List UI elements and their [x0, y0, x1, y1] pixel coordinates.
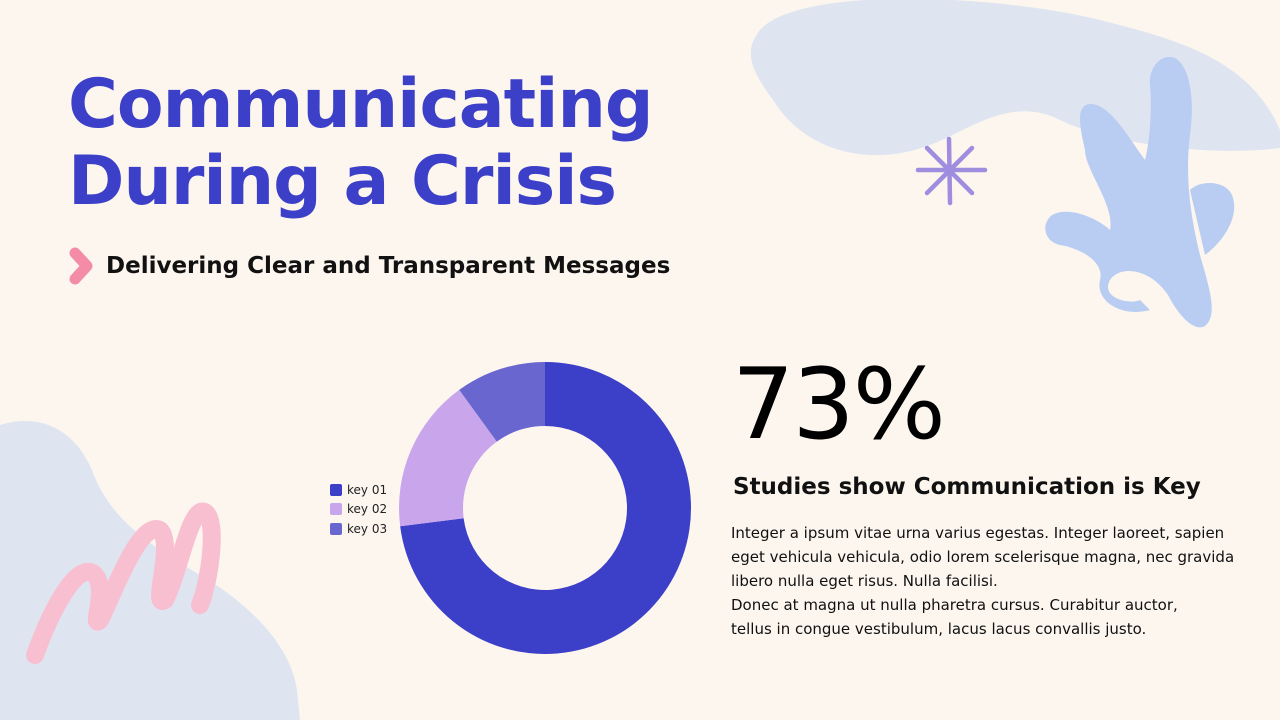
bottom-left-blob [0, 420, 300, 720]
sparkle-icon [915, 136, 988, 206]
slide-title: Communicating During a Crisis [68, 65, 654, 221]
subtitle: Delivering Clear and Transparent Message… [106, 253, 671, 279]
body-line: Integer a ipsum vitae urna varius egesta… [731, 524, 1225, 542]
chevron-right-icon [69, 247, 93, 285]
leaf-icon [1045, 56, 1235, 328]
stat-value: 73% [732, 348, 946, 462]
legend-label: key 02 [347, 502, 388, 517]
chart-legend: key 01 key 02 key 03 [330, 480, 387, 539]
legend-item: key 03 [330, 519, 387, 539]
body-paragraph: Integer a ipsum vitae urna varius egesta… [731, 521, 1241, 641]
donut-slice-2 [399, 389, 497, 527]
legend-item: key 02 [330, 500, 387, 520]
legend-item: key 01 [330, 480, 387, 500]
body-line: tellus in congue vestibulum, lacus lacus… [731, 620, 1147, 638]
title-line-1: Communicating [68, 65, 654, 144]
legend-swatch [330, 503, 342, 516]
scribble-icon [26, 502, 221, 664]
donut-slice-3 [459, 362, 545, 442]
legend-swatch [330, 522, 342, 535]
title-line-2: During a Crisis [68, 142, 617, 221]
legend-label: key 01 [347, 482, 388, 497]
legend-swatch [330, 483, 342, 496]
body-line: eget vehicula vehicula, odio lorem scele… [731, 548, 1235, 566]
subtitle-row: Delivering Clear and Transparent Message… [68, 246, 670, 286]
legend-label: key 03 [347, 521, 388, 536]
body-line: libero nulla eget risus. Nulla facilisi. [731, 572, 998, 590]
stat-headline: Studies show Communication is Key [733, 474, 1201, 500]
top-right-blob [750, 0, 1280, 156]
body-line: Donec at magna ut nulla pharetra cursus.… [731, 596, 1178, 614]
donut-slice-1 [400, 362, 691, 655]
